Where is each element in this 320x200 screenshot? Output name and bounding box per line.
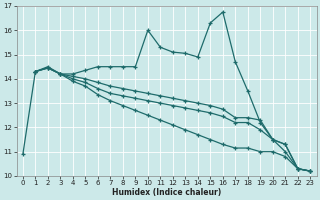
X-axis label: Humidex (Indice chaleur): Humidex (Indice chaleur) [112, 188, 221, 197]
